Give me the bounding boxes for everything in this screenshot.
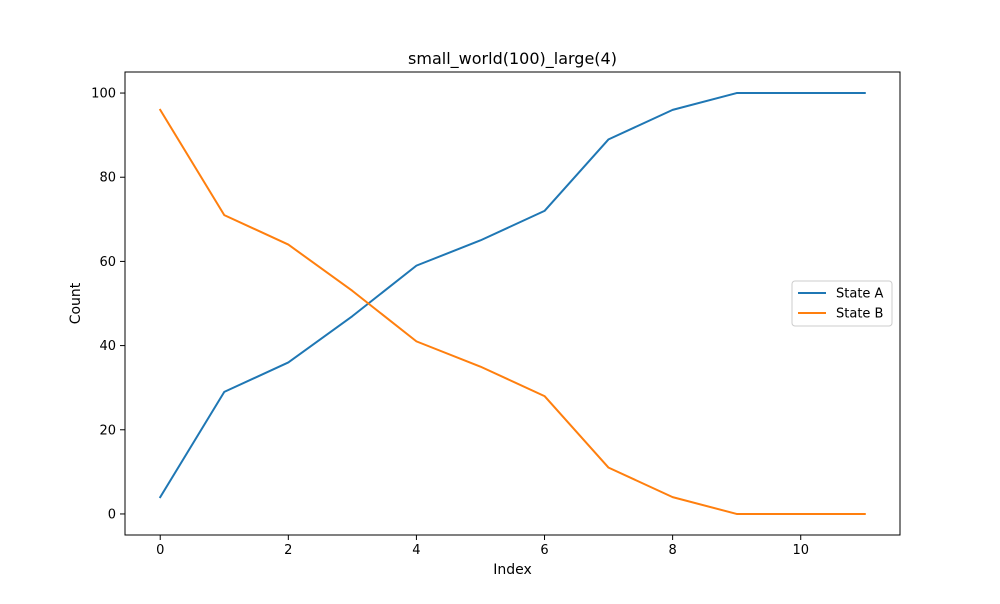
x-axis-label: Index (493, 562, 532, 578)
chart-title: small_world(100)_large(4) (408, 49, 617, 69)
series-line-state-b (158, 108, 866, 515)
x-tick-label: 10 (792, 543, 809, 558)
y-axis-label: Count (68, 282, 84, 324)
y-tick-label: 0 (108, 507, 116, 522)
y-tick-label: 20 (99, 423, 116, 438)
x-tick-label: 8 (668, 543, 676, 558)
series-layer (158, 92, 866, 515)
y-tick-label: 40 (99, 339, 116, 354)
x-axis-ticks: 0 2 4 6 8 10 (156, 535, 809, 558)
y-axis-ticks: 0 20 40 60 80 100 (91, 87, 125, 522)
legend-label-state-a: State A (836, 287, 884, 302)
x-tick-label: 6 (540, 543, 548, 558)
y-tick-label: 80 (99, 171, 116, 186)
y-tick-label: 100 (91, 87, 116, 102)
x-tick-label: 2 (284, 543, 292, 558)
legend: State A State B (791, 280, 893, 327)
y-tick-label: 60 (99, 255, 116, 270)
x-tick-label: 0 (156, 543, 164, 558)
series-line-state-a (158, 92, 866, 499)
x-tick-label: 4 (412, 543, 420, 558)
legend-label-state-b: State B (836, 307, 883, 322)
plot-frame (124, 71, 901, 536)
